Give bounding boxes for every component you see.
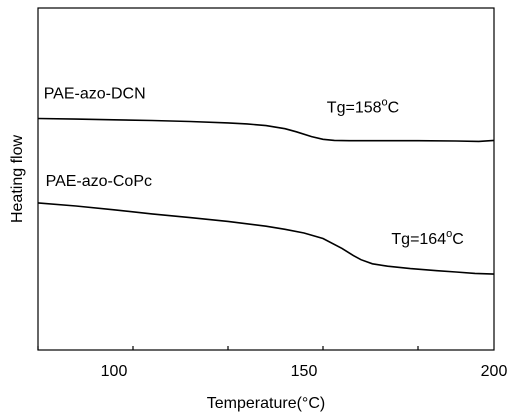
- x-axis-tick-labels: 100 150 200: [101, 363, 508, 380]
- x-tick-label: 200: [481, 363, 508, 380]
- x-axis-title: Temperature(°C): [207, 395, 325, 412]
- tg-annotation-1: Tg=158oC: [327, 96, 399, 116]
- x-axis-ticks: [37, 346, 419, 350]
- series-lines: [37, 117, 495, 275]
- annotations: Tg=158oC Tg=164oC: [327, 96, 464, 248]
- series-line-1: [37, 117, 495, 143]
- series-label-1: PAE-azo-DCN: [44, 86, 146, 103]
- tg-annotation-2: Tg=164oC: [391, 228, 463, 248]
- series-labels: PAE-azo-DCN PAE-azo-CoPc: [44, 86, 152, 190]
- y-axis-title: Heating flow: [9, 135, 26, 223]
- x-tick-label: 150: [291, 363, 318, 380]
- series-label-2: PAE-azo-CoPc: [46, 173, 152, 190]
- series-line-2: [37, 202, 495, 275]
- plot-area-frame: [37, 7, 495, 351]
- x-tick-label: 100: [101, 363, 128, 380]
